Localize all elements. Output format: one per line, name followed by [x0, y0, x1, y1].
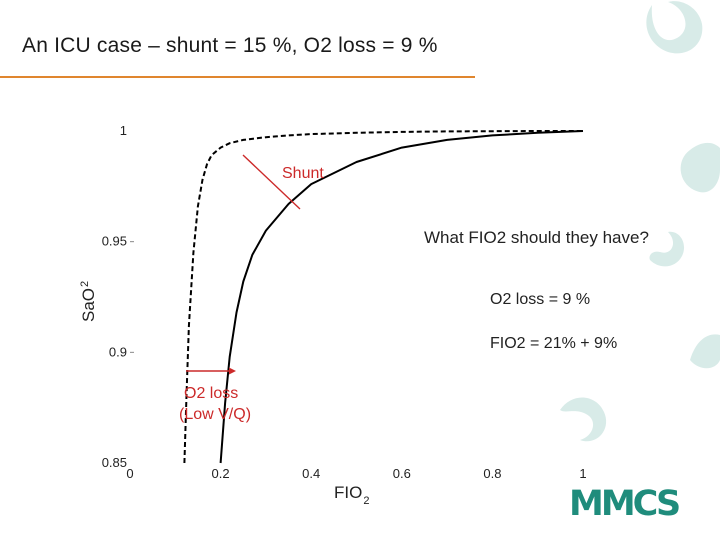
o2-loss-label: O2 loss	[184, 385, 238, 402]
title-underline	[0, 76, 475, 78]
x-tick-label: 1	[579, 466, 586, 481]
y-axis-title: SaO2	[79, 281, 98, 322]
series-layer	[183, 130, 584, 464]
x-axis-title: FIO2	[334, 483, 369, 507]
low-vq-label: (Low V/Q)	[179, 406, 251, 423]
dashed-curve	[183, 130, 583, 464]
shunt-label: Shunt	[282, 165, 324, 182]
y-tick-label: 1	[120, 123, 127, 138]
y-tick-label: 0.95	[102, 234, 127, 249]
x-tick-label: 0.6	[393, 466, 411, 481]
x-tick-label: 0.2	[212, 466, 230, 481]
slide-title: An ICU case – shunt = 15 %, O2 loss = 9 …	[22, 34, 438, 57]
x-axis-ticks: 0 0.2 0.4 0.6 0.8 1	[126, 466, 586, 481]
x-tick-label: 0	[126, 466, 133, 481]
question-note: What FIO2 should they have?	[424, 228, 649, 247]
y-axis-ticks: 0.85 0.9 0.95 1	[102, 123, 134, 470]
x-tick-label: 0.8	[483, 466, 501, 481]
decorative-swirl-shapes	[560, 1, 720, 442]
fio2-note: FIO2 = 21% + 9%	[490, 335, 617, 352]
mmcs-logo: MMCS	[569, 484, 681, 524]
y-tick-label: 0.85	[102, 455, 127, 470]
x-tick-label: 0.4	[302, 466, 320, 481]
o2-loss-note: O2 loss = 9 %	[490, 291, 590, 308]
o2-loss-arrow-head	[229, 367, 236, 375]
shunt-arrow-line	[242, 154, 301, 210]
solid-curve	[219, 130, 584, 464]
y-tick-label: 0.9	[109, 344, 127, 359]
